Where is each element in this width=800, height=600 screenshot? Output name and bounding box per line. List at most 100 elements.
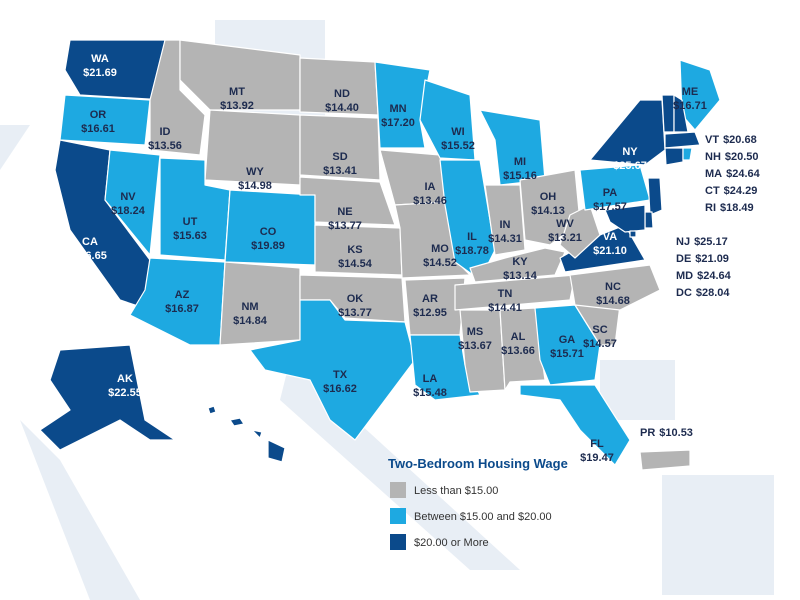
state-label: MO $14.52	[423, 243, 457, 269]
state-label: KS $14.54	[338, 244, 373, 270]
state-label: FL $19.47	[580, 438, 614, 464]
state-abbr: NJ	[676, 236, 690, 248]
state-wage: $20.68	[723, 134, 757, 146]
state-wage: $13.77	[338, 307, 372, 319]
state-abbr: KS	[347, 244, 362, 256]
state-wage: $14.41	[488, 302, 522, 314]
state-label: OH $14.13	[531, 191, 565, 217]
state-shape	[419, 79, 476, 161]
state-shape	[64, 39, 166, 101]
state-abbr: OR	[90, 109, 107, 121]
state-abbr: CT	[705, 185, 720, 197]
state-abbr: AL	[511, 331, 526, 343]
state-abbr: WV	[556, 218, 574, 230]
state-label: MT $13.92	[220, 86, 254, 112]
state-shape	[59, 94, 151, 146]
state-abbr: MS	[467, 326, 484, 338]
state-label: IL $18.78	[455, 231, 489, 257]
state-label: NY $25.67	[613, 146, 647, 172]
state-abbr: ID	[160, 126, 171, 138]
state-abbr: RI	[705, 202, 716, 214]
state-label: IA $13.46	[413, 181, 447, 207]
state-shape	[249, 299, 416, 441]
state-wage: $13.66	[501, 345, 535, 357]
state-wage: $14.68	[596, 295, 630, 307]
state-label: PA $17.57	[593, 187, 627, 213]
state-shape	[469, 247, 566, 283]
state-abbr: NE	[337, 206, 352, 218]
state-label: NV $18.24	[111, 191, 146, 217]
state-abbr: VT	[705, 134, 719, 146]
state-abbr: FL	[590, 438, 604, 450]
state-abbr: TN	[498, 288, 513, 300]
state-label: IN $14.31	[488, 219, 522, 245]
state-labels: WA $21.69 OR $16.61 CA $26.65 NV $18.24 ID $13.56…	[73, 53, 760, 479]
state-label: MD $24.64	[676, 270, 732, 282]
state-abbr: NV	[120, 191, 136, 203]
state-wage: $25.17	[694, 236, 728, 248]
state-wage: $13.41	[323, 165, 357, 177]
state-abbr: IA	[425, 181, 436, 193]
state-abbr: SC	[592, 324, 607, 336]
state-wage: $21.10	[593, 245, 627, 257]
state-abbr: ND	[334, 88, 350, 100]
state-wage: $15.52	[441, 140, 475, 152]
state-wage: $24.64	[726, 168, 761, 180]
state-abbr: DE	[676, 253, 691, 265]
state-label: VA $21.10	[593, 231, 627, 257]
state-abbr: HI	[233, 453, 244, 465]
state-wage: $24.29	[724, 185, 758, 197]
state-wage: $14.31	[488, 233, 522, 245]
state-shape	[639, 449, 691, 471]
state-abbr: IN	[500, 219, 511, 231]
state-abbr: WA	[91, 53, 109, 65]
state-abbr: ME	[682, 86, 699, 98]
state-shape	[644, 211, 654, 229]
state-label: LA $15.48	[413, 373, 447, 399]
state-label: DC $28.04	[676, 287, 730, 299]
state-label: AR $12.95	[413, 293, 447, 319]
states	[39, 39, 721, 471]
state-abbr: SD	[332, 151, 347, 163]
state-label: NM $14.84	[233, 301, 268, 327]
state-label: SD $13.41	[323, 151, 357, 177]
state-wage: $17.57	[593, 201, 627, 213]
state-wage: $28.04	[696, 287, 731, 299]
state-label: RI $18.49	[705, 202, 754, 214]
state-abbr: UT	[183, 216, 198, 228]
state-shape	[647, 177, 663, 216]
state-abbr: MI	[514, 156, 526, 168]
legend-swatch	[390, 508, 406, 524]
state-abbr: KY	[512, 256, 528, 268]
state-shape	[519, 384, 631, 466]
state-shape	[664, 147, 684, 166]
state-shape	[454, 274, 576, 311]
state-shape	[104, 149, 161, 256]
state-wage: $16.62	[323, 383, 357, 395]
state-wage: $14.52	[423, 257, 457, 269]
state-shape	[299, 114, 381, 181]
state-label: NE $13.77	[328, 206, 362, 232]
state-label: WY $14.98	[238, 166, 272, 192]
state-label: TX $16.62	[323, 369, 357, 395]
state-abbr: CA	[82, 236, 98, 248]
state-abbr: WI	[451, 126, 464, 138]
state-shape	[207, 405, 286, 463]
state-abbr: NH	[705, 151, 721, 163]
state-wage: $18.49	[720, 202, 754, 214]
state-label: WV $13.21	[548, 218, 582, 244]
state-shape	[484, 184, 526, 256]
state-label: DE $21.09	[676, 253, 729, 265]
legend-label: Between $15.00 and $20.00	[414, 511, 552, 523]
legend-swatch	[390, 534, 406, 550]
state-shape	[459, 309, 506, 393]
state-abbr: MO	[431, 243, 449, 255]
state-label: SC $14.57	[583, 324, 617, 350]
state-label: UT $15.63	[173, 216, 207, 242]
state-label: CO $19.89	[251, 226, 285, 252]
state-abbr: NM	[241, 301, 258, 313]
state-abbr: WY	[246, 166, 264, 178]
state-wage: $19.47	[580, 452, 614, 464]
